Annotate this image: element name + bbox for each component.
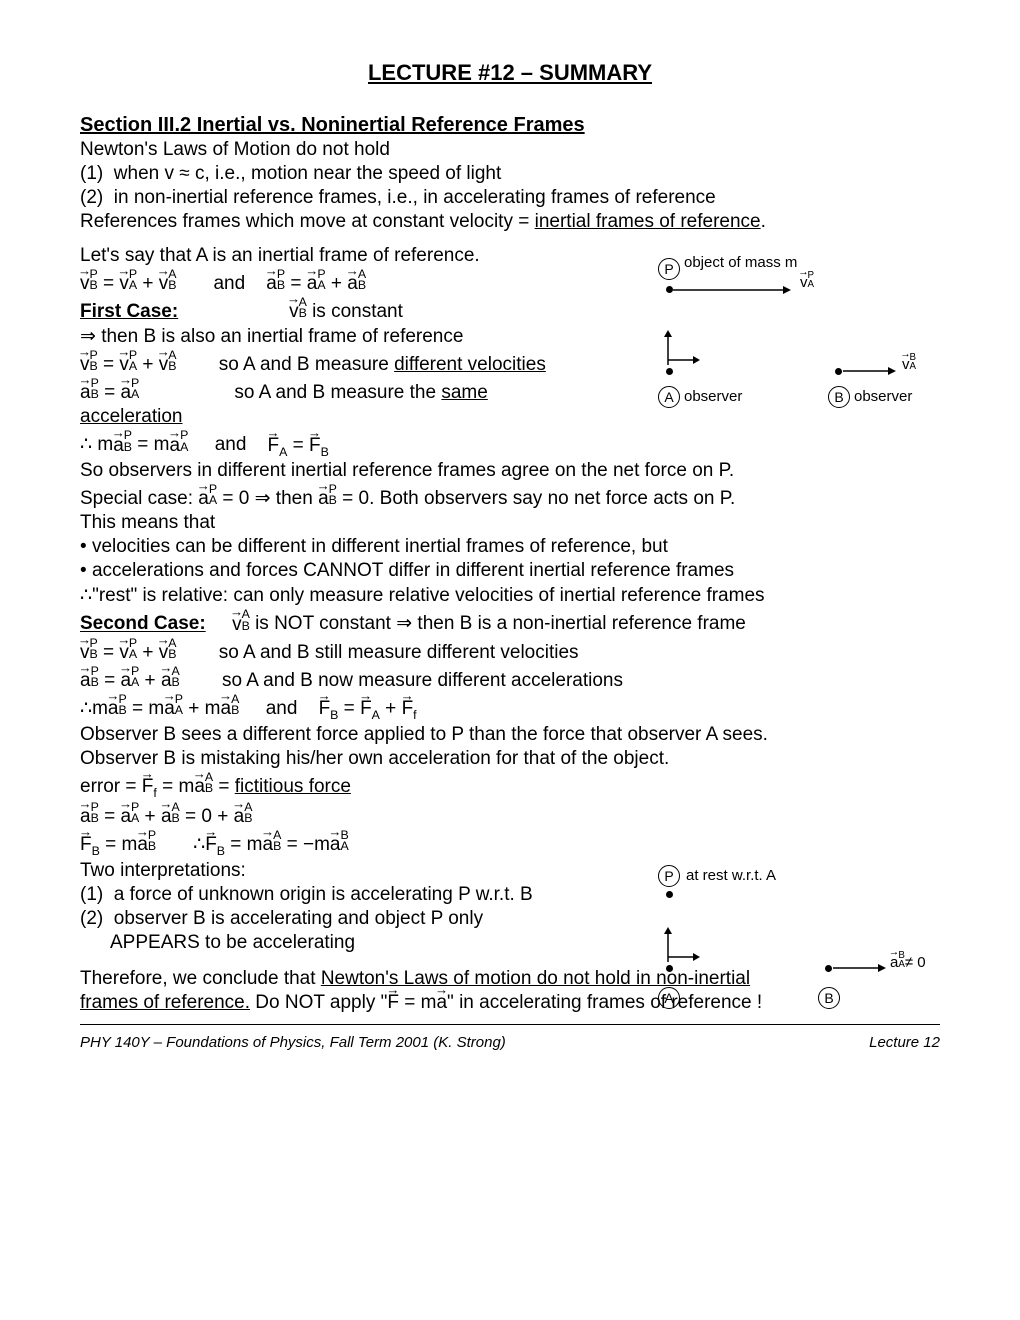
figure-1: P object of mass m vPA A observer vBA B … — [640, 258, 950, 398]
text-line: acceleration — [80, 406, 940, 428]
footer-left: PHY 140Y – Foundations of Physics, Fall … — [80, 1034, 506, 1051]
page-footer: PHY 140Y – Foundations of Physics, Fall … — [80, 1034, 940, 1051]
footer-divider — [80, 1024, 940, 1025]
text-line: References frames which move at constant… — [80, 211, 940, 233]
text-line: (2) in non-inertial reference frames, i.… — [80, 187, 940, 209]
text-line: Special case: aPA = 0 ⇒ then aPB = 0. Bo… — [80, 484, 940, 510]
equation-line: ∴maPB = maPA + maAB and FB = FA + Ff — [80, 694, 940, 722]
page-content: LECTURE #12 – SUMMARY Section III.2 Iner… — [80, 60, 940, 1051]
equation-line: vPB = vPA + vAB so A and B still measure… — [80, 638, 940, 664]
bullet-line: ∴"rest" is relative: can only measure re… — [80, 584, 940, 607]
bullet-line: • accelerations and forces CANNOT differ… — [80, 560, 940, 582]
footer-right: Lecture 12 — [869, 1034, 940, 1051]
text-line: (1) when v ≈ c, i.e., motion near the sp… — [80, 163, 940, 185]
text-line: Observer B is mistaking his/her own acce… — [80, 748, 940, 770]
text-line: This means that — [80, 512, 940, 534]
equation-line: ∴ maPB = maPA and FA = FB — [80, 430, 940, 458]
equation-line: error = Ff = maAB = fictitious force — [80, 772, 940, 800]
section-heading: Section III.2 Inertial vs. Noninertial R… — [80, 114, 940, 137]
text-line: Newton's Laws of Motion do not hold — [80, 139, 940, 161]
figure-2: P at rest w.r.t. A A aBA≠ 0 B — [640, 865, 960, 1015]
second-case-heading: Second Case: vAB is NOT constant ⇒ then … — [80, 609, 940, 635]
equation-line: aPB = aPA + aAB so A and B now measure d… — [80, 666, 940, 692]
bullet-line: • velocities can be different in differe… — [80, 536, 940, 558]
lecture-title: LECTURE #12 – SUMMARY — [80, 60, 940, 86]
text-line: Observer B sees a different force applie… — [80, 724, 940, 746]
equation-line: FB = maPB ∴FB = maAB = −maBA — [80, 830, 940, 858]
